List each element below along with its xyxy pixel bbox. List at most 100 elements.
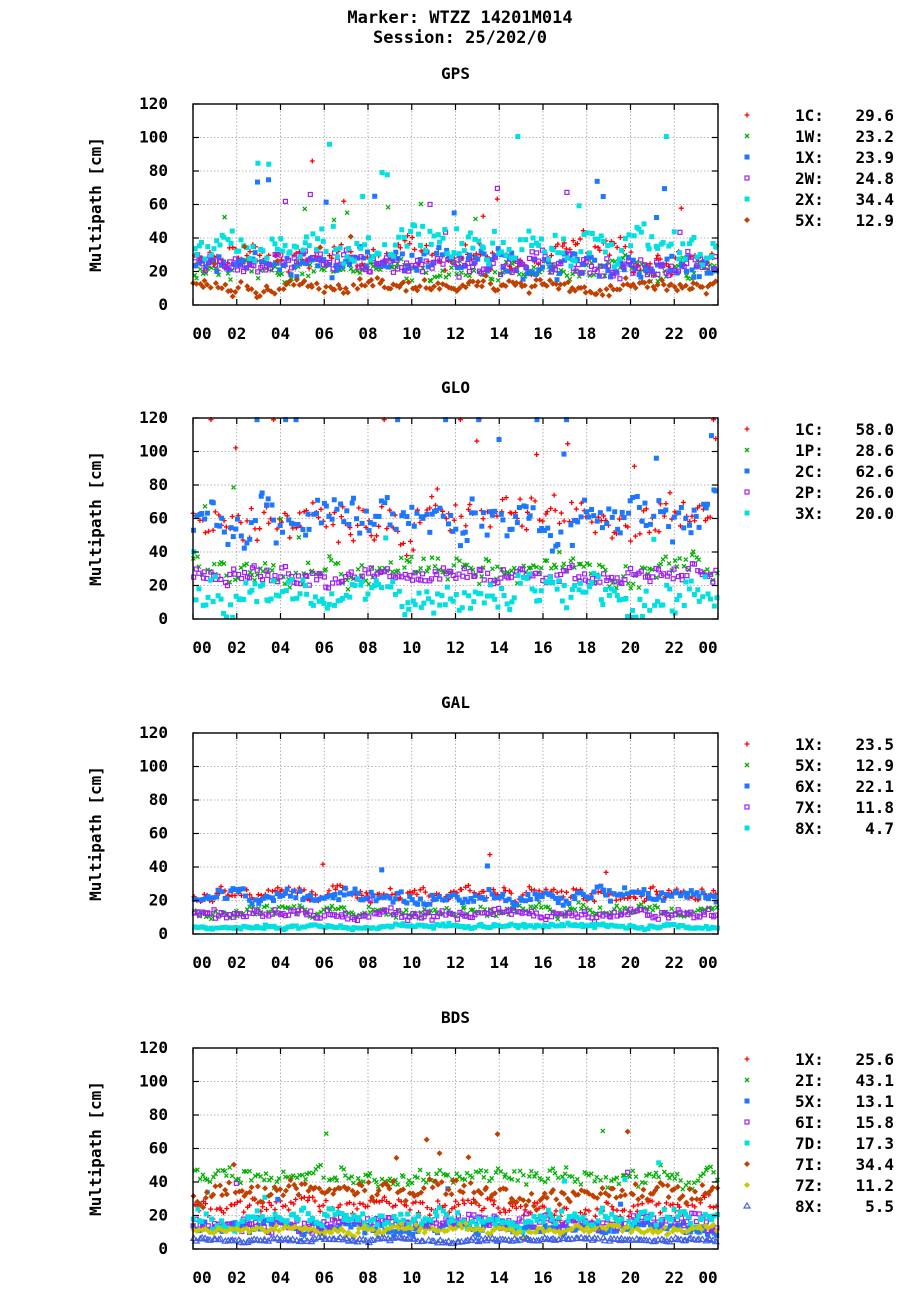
data-point [440,508,446,514]
data-point [450,598,456,604]
data-point [399,604,405,610]
data-point [689,552,695,558]
data-point [362,1230,368,1236]
data-point [471,898,477,904]
y-tick-label: 100 [139,442,168,461]
data-point [310,570,316,576]
data-point [703,290,710,297]
data-point [533,1207,540,1214]
data-point [212,280,219,287]
data-point [332,576,338,582]
y-axis-label: Multipath [cm] [86,451,105,586]
data-point [506,896,512,902]
data-point [660,602,666,608]
data-point [223,265,229,271]
data-point [366,528,372,534]
data-point [259,490,265,496]
data-point [449,1206,455,1212]
data-point [448,265,454,271]
data-point [320,907,326,913]
data-point [224,583,231,589]
data-point [295,908,301,914]
data-point [321,267,327,273]
data-point [319,226,325,232]
data-point [522,924,528,930]
data-point [572,258,578,264]
data-point [613,897,619,903]
data-point [582,1219,588,1225]
data-point [431,259,437,265]
data-point [608,586,614,592]
data-point [549,548,555,554]
data-point [489,512,495,518]
data-point [379,1197,385,1203]
data-point [272,241,278,247]
data-point [685,1234,694,1242]
data-point [376,251,382,257]
data-point [396,1197,402,1203]
data-point [496,250,502,256]
data-point [408,554,414,560]
data-point [661,186,667,192]
data-point [657,256,663,262]
data-point [302,583,308,589]
data-point [534,1217,540,1223]
data-point [551,492,557,498]
data-point [667,490,673,496]
data-point [312,922,318,928]
data-point [465,256,471,262]
data-point [520,1229,526,1235]
data-point [659,1222,665,1228]
data-point [600,273,606,279]
data-point [663,287,670,294]
data-point [581,231,587,237]
data-point [297,510,303,516]
legend: 1X: 23.55X: 12.96X: 22.17X: 11.88X: 4.7 [744,735,894,838]
data-point [575,1191,582,1198]
data-point [471,1212,477,1218]
data-point [492,254,498,261]
data-point [321,1175,327,1181]
data-point [517,1225,523,1231]
data-point [412,900,418,906]
data-point [194,513,200,519]
data-point [614,244,620,250]
data-point [591,570,597,576]
data-point [456,251,462,257]
data-point [278,574,284,580]
data-point [693,1236,702,1243]
x-tick-label: 02 [227,324,246,343]
data-point [450,528,456,534]
data-point [660,262,666,269]
data-point [361,1223,368,1230]
data-point [311,511,317,517]
data-point [232,1228,238,1234]
data-point [625,254,631,260]
data-point [600,238,606,244]
data-point [568,263,574,269]
data-point [312,1184,319,1191]
data-point [272,1211,278,1217]
data-point [300,247,306,253]
data-point [429,252,435,258]
data-point [659,890,665,896]
data-point [453,502,459,508]
data-point [669,922,675,928]
data-point [647,521,653,527]
legend-marker [744,1161,750,1167]
data-point [254,924,260,930]
data-point [498,575,504,581]
data-point [540,518,546,524]
data-point [656,894,662,900]
data-point [207,911,213,917]
data-point [351,925,357,931]
data-point [296,534,302,540]
data-point [444,247,450,253]
data-point [633,895,639,901]
series-1c [192,158,720,278]
data-point [451,517,457,523]
data-point [403,287,410,294]
legend-marker [744,1056,750,1062]
data-point [376,523,382,529]
data-point [509,1176,515,1182]
